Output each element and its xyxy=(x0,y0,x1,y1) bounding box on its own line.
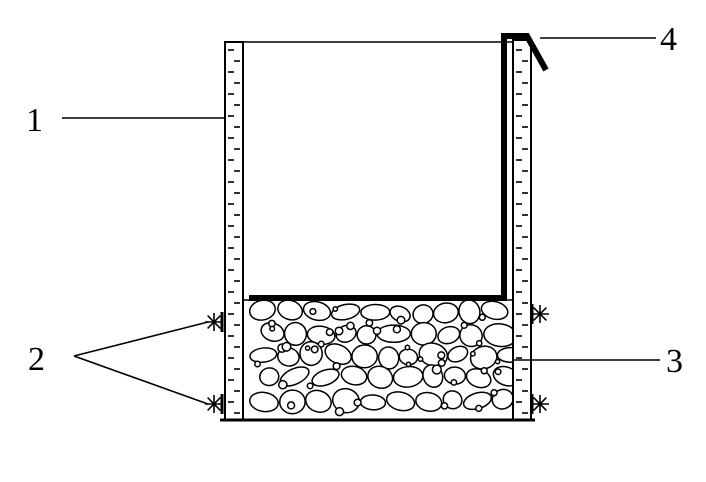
gravel-chip xyxy=(286,401,296,410)
stone xyxy=(459,324,483,348)
gravel-chip xyxy=(417,356,424,363)
gravel-chip xyxy=(405,361,412,368)
gravel-chip xyxy=(392,325,402,334)
gravel-chip xyxy=(480,366,488,375)
gravel-chip xyxy=(404,344,411,351)
anchor-ties xyxy=(205,304,549,414)
stone xyxy=(340,365,368,386)
stone xyxy=(469,345,498,370)
stone xyxy=(304,389,332,413)
stone xyxy=(351,344,379,369)
callout-label-2: 2 xyxy=(28,341,45,378)
gravel-chip xyxy=(304,345,311,351)
leader-line-2a xyxy=(73,321,209,357)
gravel-chip xyxy=(365,318,374,327)
gravel-chip xyxy=(490,388,498,397)
gravel-chip xyxy=(269,325,276,332)
gravel-chip xyxy=(431,364,442,375)
gravel-chip xyxy=(475,404,483,413)
stone xyxy=(410,321,438,346)
stone xyxy=(480,300,509,321)
gravel-chip xyxy=(332,361,341,371)
gravel-chip xyxy=(306,382,314,390)
gravel-chip xyxy=(254,360,261,368)
gravel-chip xyxy=(310,345,319,354)
left-brick-wall xyxy=(224,41,244,421)
stone xyxy=(283,321,308,347)
stone xyxy=(259,367,280,387)
stone xyxy=(359,394,387,411)
stone xyxy=(330,303,361,321)
stone xyxy=(360,303,391,321)
gravel-chip xyxy=(460,321,468,329)
stone xyxy=(432,302,459,324)
stone xyxy=(311,368,340,387)
gravel-chip xyxy=(281,341,292,352)
gravel-chip xyxy=(475,339,483,347)
stone xyxy=(324,343,352,365)
callout-4: 4 xyxy=(540,21,677,58)
anchor-tie xyxy=(205,394,224,414)
gravel-chip xyxy=(353,398,362,407)
stone xyxy=(249,391,279,413)
stone xyxy=(277,299,304,321)
leader-line-2b xyxy=(73,355,209,405)
gravel-chip xyxy=(437,351,446,360)
gravel-chip xyxy=(478,313,487,322)
right-brick-wall xyxy=(512,39,532,421)
liner-membrane xyxy=(249,33,549,301)
gravel-chip xyxy=(317,340,325,348)
gravel-chip xyxy=(372,326,382,336)
callout-label-1: 1 xyxy=(26,102,43,139)
gravel-chip xyxy=(450,378,458,386)
anchor-tie xyxy=(530,394,549,414)
callout-1: 1 xyxy=(26,102,226,139)
gravel-chip xyxy=(469,350,476,357)
anchor-tie xyxy=(530,304,549,324)
stone xyxy=(447,345,469,363)
stone xyxy=(367,365,394,389)
stone xyxy=(385,391,416,412)
callout-3: 3 xyxy=(514,343,683,380)
gravel-chip xyxy=(334,406,345,417)
gravel-chip xyxy=(346,321,355,331)
gravel-chip xyxy=(325,328,334,337)
gravel-chip xyxy=(437,358,446,367)
gravel-chip xyxy=(334,326,344,336)
callout-label-4: 4 xyxy=(660,21,677,58)
callout-label-3: 3 xyxy=(666,343,683,380)
gravel-chip xyxy=(494,368,502,376)
gravel-chip xyxy=(332,306,339,312)
gravel-chip xyxy=(309,307,317,316)
stone xyxy=(302,300,332,322)
gravel-chip xyxy=(440,402,449,410)
gravel-chip xyxy=(277,379,288,390)
gravel-chip xyxy=(396,315,406,325)
gravel-chip xyxy=(494,358,501,365)
stone xyxy=(249,347,278,364)
callout-2: 2 xyxy=(28,321,209,405)
stone-fill-layer xyxy=(242,299,525,421)
stone xyxy=(437,325,461,345)
